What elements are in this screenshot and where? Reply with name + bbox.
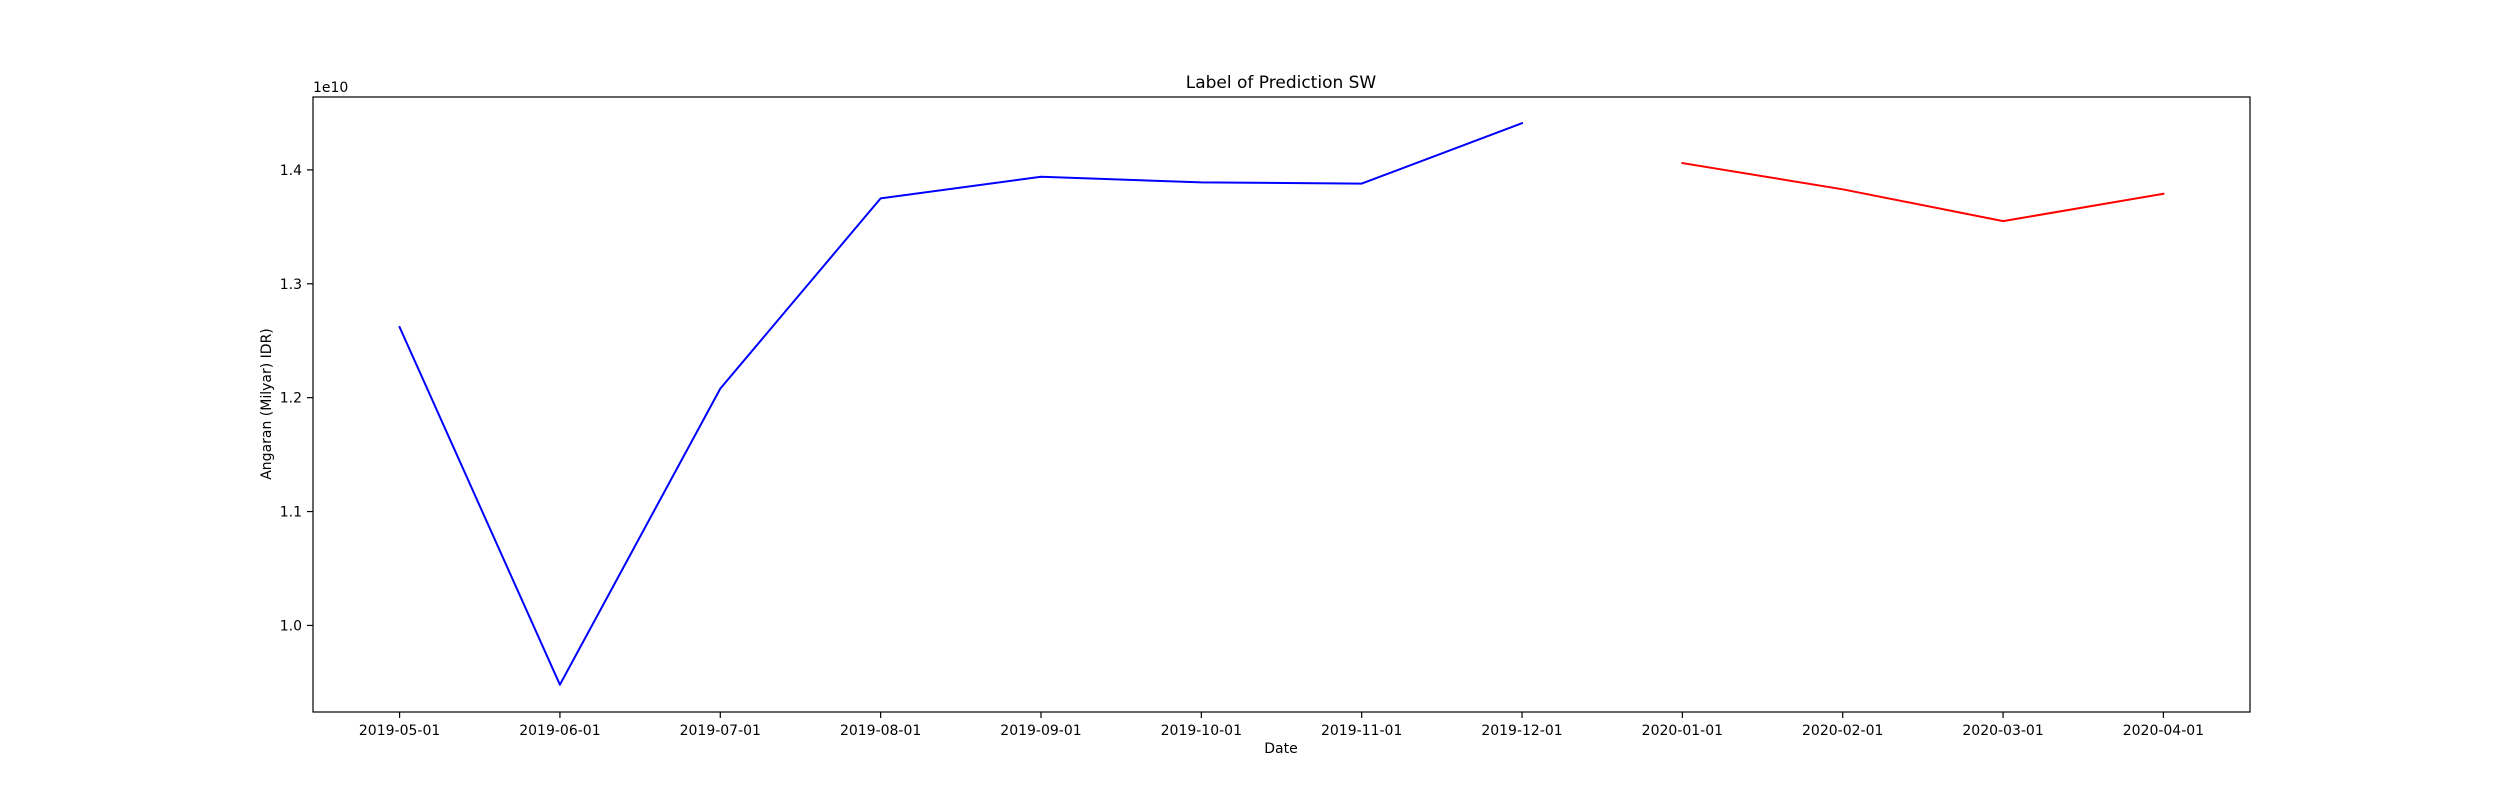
x-tick-label: 2019-10-01 — [1161, 723, 1242, 739]
chart-title: Label of Prediction SW — [1186, 73, 1377, 93]
y-tick-label: 1.3 — [280, 277, 302, 293]
x-tick-label: 2020-01-01 — [1642, 723, 1723, 739]
series-layer — [398, 121, 2165, 686]
x-tick-label: 2019-06-01 — [519, 723, 600, 739]
x-axis: 2019-05-01 2019-06-01 2019-07-01 2019-08-01… — [359, 712, 2204, 739]
y-axis-label: Angaran (Milyar) IDR) — [259, 328, 275, 480]
x-tick-label: 2019-05-01 — [359, 723, 440, 739]
x-tick-label: 2020-04-01 — [2123, 723, 2204, 739]
data-point-actual-2019-11-01 — [1361, 183, 1363, 185]
x-axis-label: Date — [1264, 741, 1297, 757]
y-axis-offset-label: 1e10 — [313, 80, 348, 96]
data-point-prediction-2020-01-01 — [1681, 162, 1683, 164]
data-point-prediction-2020-04-01 — [2162, 193, 2164, 195]
plot-area-frame — [312, 96, 2251, 713]
y-tick-label: 1.4 — [280, 163, 302, 179]
data-point-actual-2019-06-01 — [559, 684, 561, 686]
y-tick-label: 1.1 — [280, 505, 302, 521]
x-tick-label: 2019-09-01 — [1000, 723, 1081, 739]
x-tick-label: 2019-12-01 — [1481, 723, 1562, 739]
data-point-actual-2019-05-01 — [399, 326, 401, 328]
y-tick-label: 1.0 — [280, 618, 302, 634]
data-point-actual-2019-10-01 — [1200, 181, 1202, 183]
series-line-actual — [398, 121, 1524, 686]
data-point-actual-2019-08-01 — [880, 197, 882, 199]
series-line-prediction — [1681, 161, 2165, 223]
x-tick-label: 2020-03-01 — [1962, 723, 2043, 739]
x-tick-label: 2019-08-01 — [840, 723, 921, 739]
x-tick-label: 2019-11-01 — [1321, 723, 1402, 739]
data-point-actual-2019-09-01 — [1040, 176, 1042, 178]
data-point-actual-2019-07-01 — [719, 388, 721, 390]
y-axis: 1.0 1.1 1.2 1.3 1.4 — [280, 163, 313, 634]
data-point-actual-2019-12-01 — [1521, 122, 1523, 124]
x-tick-label: 2019-07-01 — [680, 723, 761, 739]
data-point-prediction-2020-03-01 — [2002, 220, 2004, 222]
x-tick-label: 2020-02-01 — [1802, 723, 1883, 739]
y-tick-label: 1.2 — [280, 391, 302, 407]
data-point-prediction-2020-02-01 — [1842, 188, 1844, 190]
